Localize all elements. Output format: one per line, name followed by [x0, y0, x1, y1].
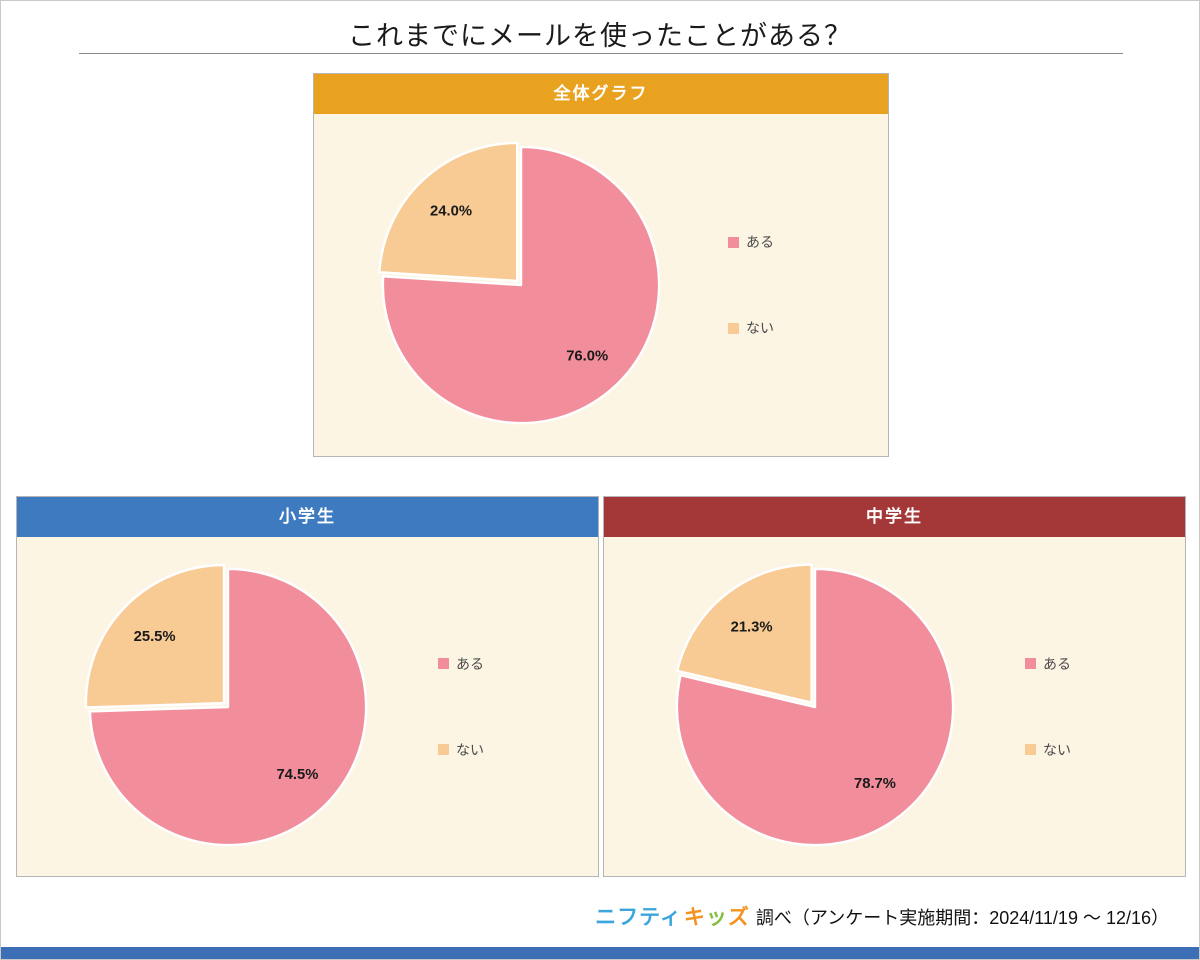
panel-body-overall: 76.0% 24.0% ある ない — [314, 114, 888, 456]
legend-item-nai: ない — [728, 318, 774, 338]
legend-swatch-aru — [728, 236, 739, 248]
legend-swatch-nai — [1025, 744, 1036, 755]
legend-junior: ある ない — [1025, 654, 1185, 760]
legend-swatch-nai — [728, 322, 739, 334]
legend-swatch-aru — [1025, 658, 1036, 669]
pie-slice-ない — [84, 563, 225, 709]
legend-label-nai: ない — [1043, 741, 1071, 758]
legend-label-nai: ない — [746, 320, 774, 336]
bottom-accent-bar — [1, 947, 1199, 959]
pie-chart-elementary: 74.5% 25.5% — [84, 563, 367, 846]
title-divider — [79, 53, 1123, 54]
pie-slice-ある — [88, 567, 367, 846]
legend-overall: ある ない — [728, 232, 888, 338]
legend-swatch-aru — [438, 658, 449, 669]
pie-chart-overall: 76.0% 24.0% — [378, 141, 661, 425]
survey-period-text: 調べ（アンケート実施期間：2024/11/19 ～ 12/16） — [755, 908, 1169, 928]
legend-swatch-nai — [438, 744, 449, 755]
chart-panel-junior: 中学生 78.7% 21.3% ある ない — [603, 496, 1186, 877]
kids-logo-text: キッズ — [684, 901, 750, 931]
legend-label-nai: ない — [456, 741, 484, 758]
legend-item-nai: ない — [1025, 740, 1071, 760]
pie-area-elementary: 74.5% 25.5% — [17, 559, 438, 855]
legend-elementary: ある ない — [438, 654, 598, 760]
nifty-logo-text: ニフティ — [595, 906, 682, 929]
page-title: これまでにメールを使ったことがある？ — [348, 21, 852, 51]
legend-label-aru: ある — [1043, 655, 1071, 672]
legend-item-nai: ない — [438, 740, 484, 760]
kids-logo-char: ッ — [705, 906, 728, 929]
panel-header-elementary: 小学生 — [17, 497, 598, 537]
pie-slice-ない — [378, 141, 519, 283]
footer-credit: ニフティ キッズ 調べ（アンケート実施期間：2024/11/19 ～ 12/16… — [595, 901, 1169, 931]
slice-value-label: 25.5% — [133, 628, 175, 644]
pie-area-overall: 76.0% 24.0% — [314, 137, 728, 433]
panel-body-elementary: 74.5% 25.5% ある ない — [17, 537, 598, 876]
panel-body-junior: 78.7% 21.3% ある ない — [604, 537, 1185, 876]
panel-header-junior: 中学生 — [604, 497, 1185, 537]
pie-slice-ある — [381, 145, 661, 425]
panel-header-overall: 全体グラフ — [314, 74, 888, 114]
slice-value-label: 78.7% — [853, 775, 895, 791]
pie-chart-junior: 78.7% 21.3% — [675, 562, 954, 846]
legend-label-aru: ある — [746, 234, 774, 250]
slice-value-label: 24.0% — [430, 203, 472, 219]
pie-area-junior: 78.7% 21.3% — [604, 559, 1025, 855]
slice-value-label: 21.3% — [730, 619, 772, 635]
chart-panel-elementary: 小学生 74.5% 25.5% ある ない — [16, 496, 599, 877]
pie-slice-ある — [675, 567, 954, 846]
chart-panel-overall: 全体グラフ 76.0% 24.0% ある ない — [313, 73, 889, 457]
legend-item-aru: ある — [1025, 654, 1071, 674]
kids-logo-char: ズ — [727, 906, 750, 929]
legend-item-aru: ある — [438, 654, 484, 674]
legend-label-aru: ある — [456, 655, 484, 672]
legend-item-aru: ある — [728, 232, 774, 252]
kids-logo-char: キ — [683, 906, 706, 929]
slice-value-label: 74.5% — [276, 767, 318, 783]
pie-slice-ない — [675, 562, 813, 704]
slice-value-label: 76.0% — [566, 348, 608, 364]
